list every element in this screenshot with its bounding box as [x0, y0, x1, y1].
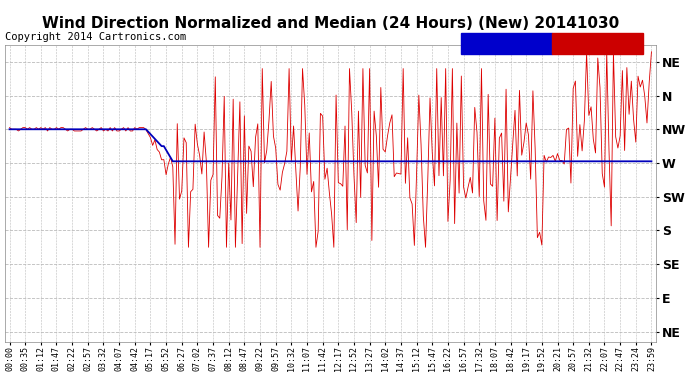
- Title: Wind Direction Normalized and Median (24 Hours) (New) 20141030: Wind Direction Normalized and Median (24…: [42, 16, 619, 31]
- Text: Copyright 2014 Cartronics.com: Copyright 2014 Cartronics.com: [5, 32, 186, 42]
